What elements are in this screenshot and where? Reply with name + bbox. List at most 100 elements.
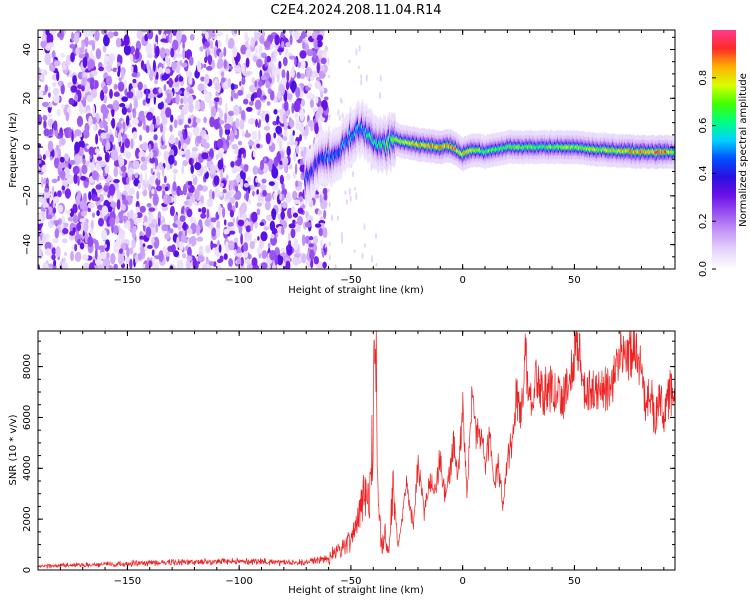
heatmap-noise-cell: [186, 260, 191, 269]
heatmap-noise-cell: [231, 143, 239, 150]
heatmap-noise-cell: [116, 187, 120, 199]
heatmap-noise-cell: [316, 61, 320, 74]
heatmap-noise-cell: [49, 102, 53, 108]
heatmap-noise-cell: [42, 114, 48, 121]
heatmap-noise-cell: [123, 79, 127, 90]
heatmap-noise-cell: [174, 137, 179, 146]
heatmap-noise-cell: [246, 236, 249, 245]
heatmap-noise-cell: [245, 36, 250, 42]
heatmap-noise-cell: [314, 39, 318, 50]
heatmap-noise-cell: [265, 132, 271, 145]
heatmap-noise-cell: [153, 261, 160, 269]
heatmap-noise-cell: [250, 94, 255, 103]
heatmap-noise-cell: [289, 55, 296, 60]
heatmap-noise-cell: [256, 202, 262, 207]
heatmap-noise-cell: [306, 215, 314, 223]
heatmap-noise-cell: [152, 193, 159, 206]
heatmap-noise-cell: [245, 189, 249, 202]
heatmap-noise-cell: [71, 131, 74, 143]
heatmap-noise-cell: [145, 263, 149, 269]
heatmap-noise-cell: [249, 232, 252, 243]
heatmap-noise-cell: [321, 99, 328, 111]
x-tick-label: 0: [459, 275, 465, 286]
heatmap-noise-cell: [161, 205, 169, 212]
heatmap-noise-cell: [43, 120, 47, 129]
heatmap-noise-cell: [258, 80, 263, 87]
heatmap-noise-cell: [289, 133, 295, 144]
heatmap-noise-cell: [274, 34, 280, 46]
colorbar-tick-label: 0.0: [698, 261, 709, 277]
heatmap-noise-cell: [157, 102, 165, 110]
heatmap-noise-cell: [197, 83, 205, 92]
heatmap-noise-cell: [112, 100, 120, 112]
heatmap-noise-cell: [138, 110, 146, 122]
heatmap-noise-cell: [315, 76, 321, 82]
heatmap-noise-cell: [113, 92, 120, 97]
heatmap-noise-cell: [141, 30, 148, 33]
heatmap-noise-cell: [184, 102, 189, 109]
heatmap-noise-cell: [180, 97, 184, 105]
heatmap-noise-cell: [124, 222, 128, 229]
heatmap-noise-cell: [280, 248, 286, 253]
heatmap-noise-cell: [88, 162, 96, 171]
heatmap-noise-cell: [279, 174, 284, 185]
heatmap-noise-cell: [94, 30, 100, 41]
heatmap-noise-cell: [107, 31, 114, 39]
heatmap-noise-cell: [323, 96, 329, 101]
heatmap-noise-cell: [228, 180, 235, 186]
colorbar: 0.0 0.2 0.4 0.6 0.8 Normalized spectral ampl…: [698, 30, 749, 277]
heatmap-noise-cell: [175, 53, 183, 58]
heatmap-noise-cell: [114, 130, 118, 137]
heatmap-noise-cell: [129, 247, 134, 255]
heatmap-noise-cell: [213, 261, 217, 267]
heatmap-noise-cell: [81, 39, 85, 51]
colorbar-tick-label: 0.6: [698, 118, 709, 134]
heatmap-noise-cell: [91, 219, 94, 231]
heatmap-noise-cell: [257, 194, 262, 202]
heatmap-noise-cell: [66, 178, 73, 184]
y-tick-label: 20: [22, 92, 33, 105]
heatmap-noise-cell: [293, 253, 301, 258]
heatmap-noise-cell: [142, 185, 145, 192]
heatmap-noise-cell: [278, 84, 285, 94]
heatmap-noise-cell: [227, 110, 235, 117]
heatmap-noise-cell: [133, 213, 138, 218]
heatmap-noise-cell: [285, 80, 290, 91]
heatmap-noise-cell: [189, 216, 196, 224]
heatmap-noise-cell: [204, 41, 210, 48]
heatmap-noise-cell: [188, 157, 193, 166]
heatmap-noise-cell: [48, 92, 51, 98]
heatmap-noise-cell: [143, 221, 150, 227]
heatmap-noise-cell: [55, 246, 61, 258]
heatmap-noise-cell: [87, 60, 92, 71]
heatmap-noise-cell: [200, 138, 207, 147]
heatmap-noise-cell: [269, 250, 277, 261]
heatmap-noise-cell: [265, 80, 271, 89]
heatmap-noise-cell: [261, 198, 265, 205]
heatmap-noise-cell: [239, 119, 245, 130]
heatmap-noise-cell: [94, 248, 98, 260]
y-tick-label: −40: [22, 234, 33, 255]
heatmap-noise-cell: [157, 171, 161, 181]
y-tick-label: −20: [22, 185, 33, 206]
heatmap-noise-cell: [65, 209, 71, 215]
heatmap-noise-cell: [292, 130, 295, 136]
colorbar-label: Normalized spectral amplitude: [738, 73, 749, 227]
heatmap-noise-cell: [296, 72, 301, 79]
heatmap-noise-cell: [136, 190, 140, 200]
heatmap-noise-cell: [164, 233, 171, 240]
heatmap-noise-cell: [163, 175, 167, 184]
heatmap-noise-cell: [311, 31, 318, 40]
heatmap-noise-cell: [233, 104, 240, 116]
heatmap-noise-cell: [162, 245, 167, 256]
heatmap-noise-cell: [56, 108, 61, 117]
heatmap-noise-cell: [301, 30, 307, 39]
heatmap-noise-cell: [284, 48, 289, 57]
heatmap-noise-cell: [234, 65, 241, 73]
heatmap-noise-cell: [295, 87, 301, 98]
heatmap-noise-cell: [92, 42, 95, 51]
heatmap-noise-cell: [272, 121, 277, 126]
heatmap-noise-cell: [170, 47, 175, 58]
heatmap-noise-cell: [53, 220, 60, 225]
